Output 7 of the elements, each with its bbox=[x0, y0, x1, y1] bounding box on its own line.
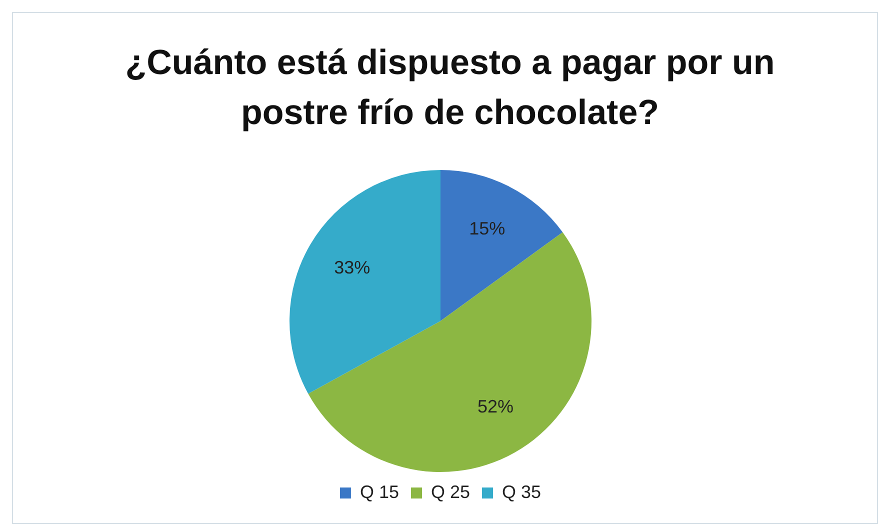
legend-label: Q 15 bbox=[360, 482, 399, 502]
data-label: 52% bbox=[478, 396, 514, 417]
legend-label: Q 25 bbox=[430, 482, 470, 502]
data-label: 33% bbox=[334, 258, 370, 278]
legend-label: Q 35 bbox=[502, 482, 542, 502]
chart-title: ¿Cuánto está dispuesto a pagar por un postre frío de chocolate? bbox=[124, 42, 776, 134]
data-label: 15% bbox=[469, 218, 506, 238]
